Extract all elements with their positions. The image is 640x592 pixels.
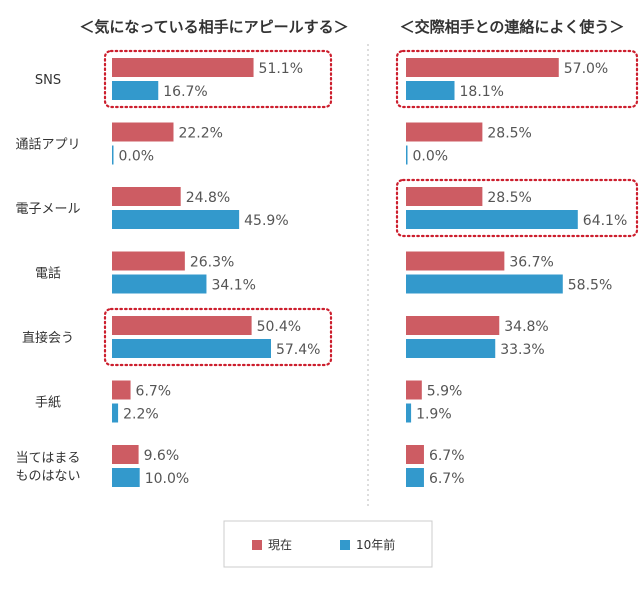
data-label: 50.4% <box>257 319 301 335</box>
data-label: 36.7% <box>509 255 553 271</box>
data-label: 58.5% <box>568 278 612 294</box>
bar <box>406 403 412 423</box>
bar <box>112 210 240 229</box>
bar <box>406 316 500 335</box>
data-label: 5.9% <box>427 384 463 400</box>
legend-swatch-current <box>252 540 262 550</box>
bar <box>406 210 578 229</box>
category-label: 直接会う <box>22 330 74 346</box>
chart-title-right: ＜交際相手との連絡によく使う＞ <box>400 18 625 36</box>
bar <box>406 122 483 142</box>
highlight-box <box>395 178 639 238</box>
data-label: 6.7% <box>136 384 172 400</box>
bar <box>112 251 185 271</box>
category-label: 通話アプリ <box>15 137 80 153</box>
bar <box>112 58 254 77</box>
data-label: 0.0% <box>413 149 449 165</box>
bar <box>406 58 559 77</box>
data-label: 16.7% <box>163 84 207 100</box>
category-label: 電話 <box>35 266 61 282</box>
data-label: 0.0% <box>119 149 155 165</box>
bar <box>112 316 252 335</box>
bar <box>112 145 114 165</box>
bar <box>112 380 131 400</box>
bar <box>406 380 422 400</box>
data-label: 45.9% <box>244 213 288 229</box>
bar <box>406 187 483 206</box>
data-label: 10.0% <box>145 471 189 487</box>
data-label: 24.8% <box>186 190 230 206</box>
legend-label-10-years-ago: 10年前 <box>356 537 395 552</box>
data-label: 18.1% <box>460 84 504 100</box>
bar <box>406 81 455 100</box>
bar <box>112 274 207 294</box>
data-label: 2.2% <box>123 407 159 423</box>
bar <box>406 274 563 294</box>
data-label: 22.2% <box>178 126 222 142</box>
data-label: 28.5% <box>487 190 531 206</box>
legend-swatch-10-years-ago <box>340 540 350 550</box>
category-label: SNS <box>35 73 61 88</box>
data-label: 9.6% <box>144 448 180 464</box>
bar <box>112 187 181 206</box>
legend-label-current: 現在 <box>268 538 292 552</box>
highlight-box <box>103 307 333 367</box>
bar <box>112 468 140 487</box>
data-label: 1.9% <box>416 407 452 423</box>
category-label: 電子メール <box>15 202 80 217</box>
data-label: 28.5% <box>487 126 531 142</box>
category-label: 手紙 <box>35 396 61 411</box>
data-label: 6.7% <box>429 471 465 487</box>
bar <box>112 403 119 423</box>
bar <box>406 339 496 358</box>
bar <box>112 339 271 358</box>
legend: 現在 10年前 <box>223 520 433 568</box>
bar <box>112 445 139 464</box>
highlight-box <box>395 49 639 109</box>
bar <box>406 251 505 271</box>
data-label: 26.3% <box>190 255 234 271</box>
bar <box>112 81 159 100</box>
panel-left: 51.1% 16.7% 22.2% 0.0% 24.8% 45.9% 26.3% 34.1% 5… <box>103 49 333 487</box>
data-label: 6.7% <box>429 448 465 464</box>
data-label: 57.0% <box>564 61 608 77</box>
panel-right: 57.0% 18.1% 28.5% 0.0% 28.5% 64.1% 36.7% 58.5% 3… <box>395 49 639 487</box>
bar <box>112 122 174 142</box>
data-label: 51.1% <box>259 61 303 77</box>
data-label: 34.1% <box>211 278 255 294</box>
chart-title-left: ＜気になっている相手にアピールする＞ <box>79 18 348 36</box>
data-label: 64.1% <box>583 213 627 229</box>
bar <box>406 445 424 464</box>
data-label: 33.3% <box>500 342 544 358</box>
data-label: 57.4% <box>276 342 320 358</box>
bar <box>406 145 408 165</box>
category-label: 当てはまるものはない <box>15 451 80 484</box>
bar <box>406 468 424 487</box>
data-label: 34.8% <box>504 319 548 335</box>
highlight-box <box>103 49 333 109</box>
